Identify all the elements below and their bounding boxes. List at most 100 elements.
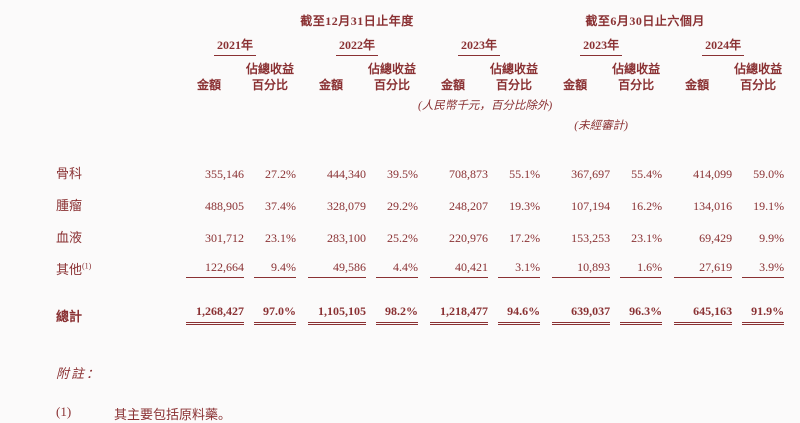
row-label: 骨科 bbox=[56, 166, 83, 182]
row-label: 腫瘤 bbox=[56, 198, 83, 214]
cell: 355,146 bbox=[205, 167, 244, 182]
cell: 1,268,427 bbox=[174, 278, 244, 326]
currency-note-row: (人民幣千元，百分比除外) bbox=[56, 93, 784, 113]
notes-header: 附註： bbox=[56, 366, 102, 382]
spacer-cell bbox=[56, 12, 174, 34]
percent-header: 佔總收益 百分比 bbox=[734, 62, 783, 92]
cell: 25.2% bbox=[387, 231, 418, 246]
row-label: 其他(1) bbox=[56, 261, 92, 278]
amount-header: 金額 bbox=[440, 77, 465, 92]
cell: 17.2% bbox=[509, 231, 541, 246]
table-row-orthopedics: 骨科 355,146 27.2% 444,340 39.5% 708,873 5… bbox=[56, 133, 784, 182]
cell: 97.0% bbox=[244, 278, 296, 326]
cell: 107,194 bbox=[571, 199, 611, 214]
cell: 16.2% bbox=[631, 199, 663, 214]
total-label: 總計 bbox=[56, 309, 83, 325]
spacer-cell bbox=[56, 60, 174, 93]
cell: 59.0% bbox=[753, 167, 785, 182]
cell: 91.9% bbox=[732, 278, 785, 326]
cell: 9.9% bbox=[759, 231, 785, 246]
table-row-oncology: 腫瘤 488,905 37.4% 328,079 29.2% 248,207 1… bbox=[56, 182, 784, 214]
footnote-item: (1) 其主要包括原料藥。 bbox=[56, 404, 786, 423]
cell: 9.4% bbox=[244, 246, 296, 279]
cell: 49,586 bbox=[296, 246, 366, 279]
spacer-cell bbox=[56, 113, 540, 133]
table-row-total: 總計 1,268,427 97.0% 1,105,105 98.2% 1,218… bbox=[56, 278, 785, 326]
cell: 301,712 bbox=[205, 231, 244, 246]
cell: 1,218,477 bbox=[418, 278, 488, 326]
cell: 27,619 bbox=[662, 246, 733, 279]
cell: 23.1% bbox=[631, 231, 663, 246]
cell: 37.4% bbox=[265, 199, 296, 214]
cell: 69,429 bbox=[699, 231, 733, 246]
cell: 55.4% bbox=[631, 167, 663, 182]
year-label: 2023年 bbox=[580, 36, 623, 56]
subheader-row: 金額 佔總收益 百分比 金額 佔總收益 百分比 金額 佔總收益 百分比 金額 佔總收益… bbox=[56, 60, 784, 93]
cell: 3.1% bbox=[488, 246, 541, 279]
amount-header: 金額 bbox=[563, 77, 588, 92]
cell: 39.5% bbox=[387, 167, 418, 182]
percent-header: 佔總收益 百分比 bbox=[490, 62, 539, 92]
cell: 40,421 bbox=[418, 246, 488, 279]
currency-note: (人民幣千元，百分比除外) bbox=[418, 100, 553, 113]
cell: 367,697 bbox=[571, 167, 611, 182]
amount-header: 金額 bbox=[318, 77, 343, 92]
year-label: 2023年 bbox=[458, 36, 501, 56]
cell: 19.1% bbox=[753, 199, 785, 214]
group-header-year-ended: 截至12月31日止年度 bbox=[300, 14, 414, 28]
year-header-2022: 2022年 bbox=[296, 34, 418, 60]
percent-header: 佔總收益 百分比 bbox=[245, 62, 294, 92]
cell: 10,893 bbox=[540, 246, 611, 279]
cell: 3.9% bbox=[732, 246, 785, 279]
amount-header: 金額 bbox=[196, 77, 221, 92]
footnote-marker: (1) bbox=[56, 404, 72, 420]
revenue-breakdown-table: 截至12月31日止年度 截至6月30日止六個月 2021年 2022年 2023… bbox=[56, 12, 785, 326]
cell: 23.1% bbox=[265, 231, 296, 246]
cell: 283,100 bbox=[327, 231, 366, 246]
unaudited-note: (未經審計) bbox=[574, 120, 628, 133]
cell: 645,163 bbox=[662, 278, 733, 326]
footnote-text: 其主要包括原料藥。 bbox=[114, 407, 232, 423]
year-header-2021: 2021年 bbox=[174, 34, 296, 60]
cell: 248,207 bbox=[449, 199, 488, 214]
year-header-2023: 2023年 bbox=[418, 34, 540, 60]
cell: 488,905 bbox=[205, 199, 244, 214]
cell: 96.3% bbox=[610, 278, 663, 326]
amount-header: 金額 bbox=[685, 77, 710, 92]
cell: 328,079 bbox=[327, 199, 366, 214]
year-label: 2021年 bbox=[213, 36, 256, 56]
row-label: 血液 bbox=[56, 230, 83, 246]
year-header-2024-interim: 2024年 bbox=[662, 34, 784, 60]
footnote-reference: (1) bbox=[82, 261, 92, 271]
cell: 29.2% bbox=[387, 199, 418, 214]
cell: 1.6% bbox=[610, 246, 663, 279]
spacer-cell bbox=[662, 113, 784, 133]
year-label: 2024年 bbox=[702, 36, 745, 56]
unaudited-note-row: (未經審計) bbox=[56, 113, 784, 133]
year-header-2023-interim: 2023年 bbox=[540, 34, 662, 60]
cell: 55.1% bbox=[509, 167, 541, 182]
year-label: 2022年 bbox=[335, 36, 378, 56]
cell: 639,037 bbox=[540, 278, 611, 326]
spacer-cell bbox=[540, 93, 784, 113]
cell: 1,105,105 bbox=[296, 278, 366, 326]
group-header-six-months: 截至6月30日止六個月 bbox=[585, 14, 705, 28]
cell: 220,976 bbox=[449, 231, 488, 246]
cell: 27.2% bbox=[265, 167, 296, 182]
cell: 414,099 bbox=[693, 167, 733, 182]
percent-header: 佔總收益 百分比 bbox=[367, 62, 416, 92]
cell: 98.2% bbox=[366, 278, 418, 326]
percent-header: 佔總收益 百分比 bbox=[612, 62, 661, 92]
spacer-cell bbox=[56, 34, 174, 60]
table-row-others: 其他(1) 122,664 9.4% 49,586 4.4% 40,421 3.… bbox=[56, 246, 785, 279]
cell: 153,253 bbox=[571, 231, 611, 246]
year-header-row: 2021年 2022年 2023年 2023年 2024年 bbox=[56, 34, 784, 60]
cell: 134,016 bbox=[693, 199, 733, 214]
cell: 19.3% bbox=[509, 199, 541, 214]
group-header-row: 截至12月31日止年度 截至6月30日止六個月 bbox=[56, 12, 784, 34]
cell: 4.4% bbox=[366, 246, 418, 279]
spacer-cell bbox=[56, 93, 418, 113]
table-row-blood: 血液 301,712 23.1% 283,100 25.2% 220,976 1… bbox=[56, 214, 784, 246]
cell: 122,664 bbox=[174, 246, 244, 279]
